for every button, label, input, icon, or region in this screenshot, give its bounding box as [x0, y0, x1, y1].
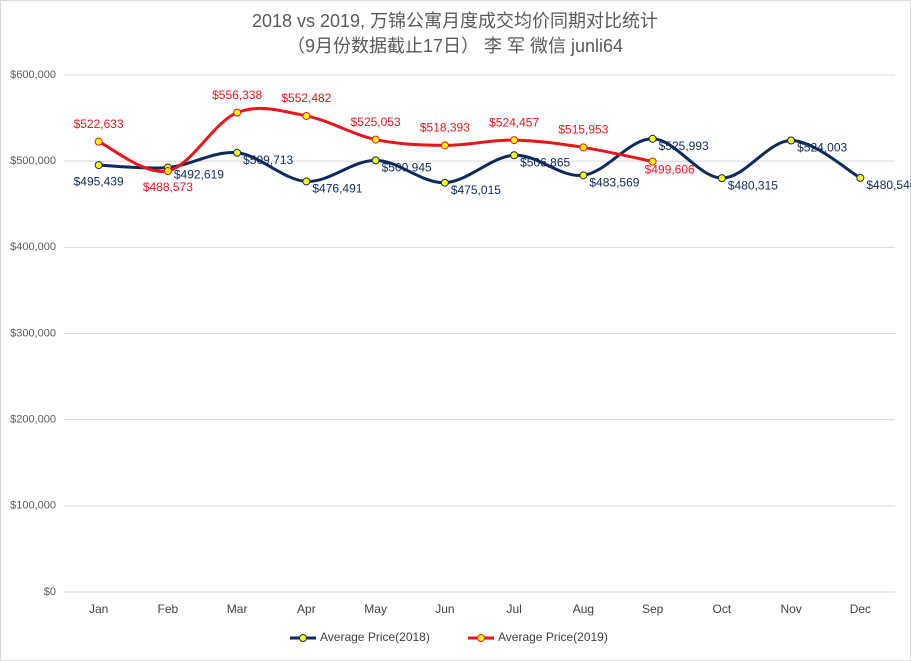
point-marker: [440, 141, 449, 150]
legend-marker: [299, 634, 307, 642]
point-marker: [717, 174, 726, 183]
data-label: $480,315: [728, 178, 778, 192]
point-marker: [163, 167, 172, 176]
data-label: $492,619: [174, 168, 224, 182]
data-label: $525,993: [659, 139, 709, 153]
y-tick-label: $500,000: [10, 155, 56, 167]
point-marker: [94, 137, 103, 146]
point-marker: [787, 136, 796, 145]
data-label: $525,053: [351, 115, 401, 129]
x-tick-label: Apr: [297, 602, 316, 616]
point-marker: [510, 136, 519, 145]
x-tick-label: Mar: [227, 602, 248, 616]
data-label: $480,546: [866, 178, 911, 192]
point-marker: [233, 108, 242, 117]
data-label: $495,439: [74, 174, 124, 188]
data-label: $552,482: [281, 91, 331, 105]
data-label: $518,393: [420, 120, 470, 134]
legend-marker: [477, 634, 485, 642]
x-tick-label: Aug: [573, 602, 594, 616]
y-tick-label: $200,000: [10, 414, 56, 426]
point-marker: [510, 151, 519, 160]
data-label: $499,606: [645, 163, 695, 177]
y-tick-label: $600,000: [10, 69, 56, 81]
point-marker: [233, 148, 242, 157]
x-tick-label: Feb: [158, 602, 179, 616]
point-marker: [302, 177, 311, 186]
y-tick-label: $300,000: [10, 327, 56, 339]
point-marker: [371, 135, 380, 144]
point-marker: [371, 156, 380, 165]
data-label: $506,865: [520, 155, 570, 169]
x-tick-label: Jan: [89, 602, 108, 616]
legend-label: Average Price(2018): [320, 630, 430, 644]
x-tick-label: Jun: [435, 602, 454, 616]
data-label: $524,457: [489, 115, 539, 129]
point-marker: [302, 111, 311, 120]
data-label: $515,953: [558, 123, 608, 137]
data-label: $476,491: [312, 182, 362, 196]
x-tick-label: May: [364, 602, 387, 616]
data-label: $475,015: [451, 183, 501, 197]
data-label: $483,569: [589, 175, 639, 189]
chart-subtitle: （9月份数据截止17日） 李 军 微信 junli64: [287, 36, 623, 56]
point-marker: [648, 134, 657, 143]
data-label: $500,945: [382, 161, 432, 175]
chart-title: 2018 vs 2019, 万锦公寓月度成交均价同期对比统计: [252, 11, 658, 31]
data-label: $524,003: [797, 141, 847, 155]
y-tick-label: $0: [44, 586, 56, 598]
data-label: $522,633: [74, 117, 124, 131]
legend-label: Average Price(2019): [498, 630, 608, 644]
data-label: $488,573: [143, 180, 193, 194]
x-tick-label: Jul: [506, 602, 521, 616]
x-tick-label: Sep: [642, 602, 664, 616]
point-marker: [579, 143, 588, 152]
data-label: $556,338: [212, 88, 262, 102]
point-marker: [648, 157, 657, 166]
point-marker: [440, 178, 449, 187]
data-label: $509,713: [243, 153, 293, 167]
x-tick-label: Dec: [850, 602, 871, 616]
point-marker: [94, 161, 103, 170]
y-tick-label: $400,000: [10, 241, 56, 253]
point-marker: [856, 173, 865, 182]
x-tick-label: Oct: [713, 602, 732, 616]
point-marker: [579, 171, 588, 180]
y-tick-label: $100,000: [10, 500, 56, 512]
x-tick-label: Nov: [780, 602, 801, 616]
